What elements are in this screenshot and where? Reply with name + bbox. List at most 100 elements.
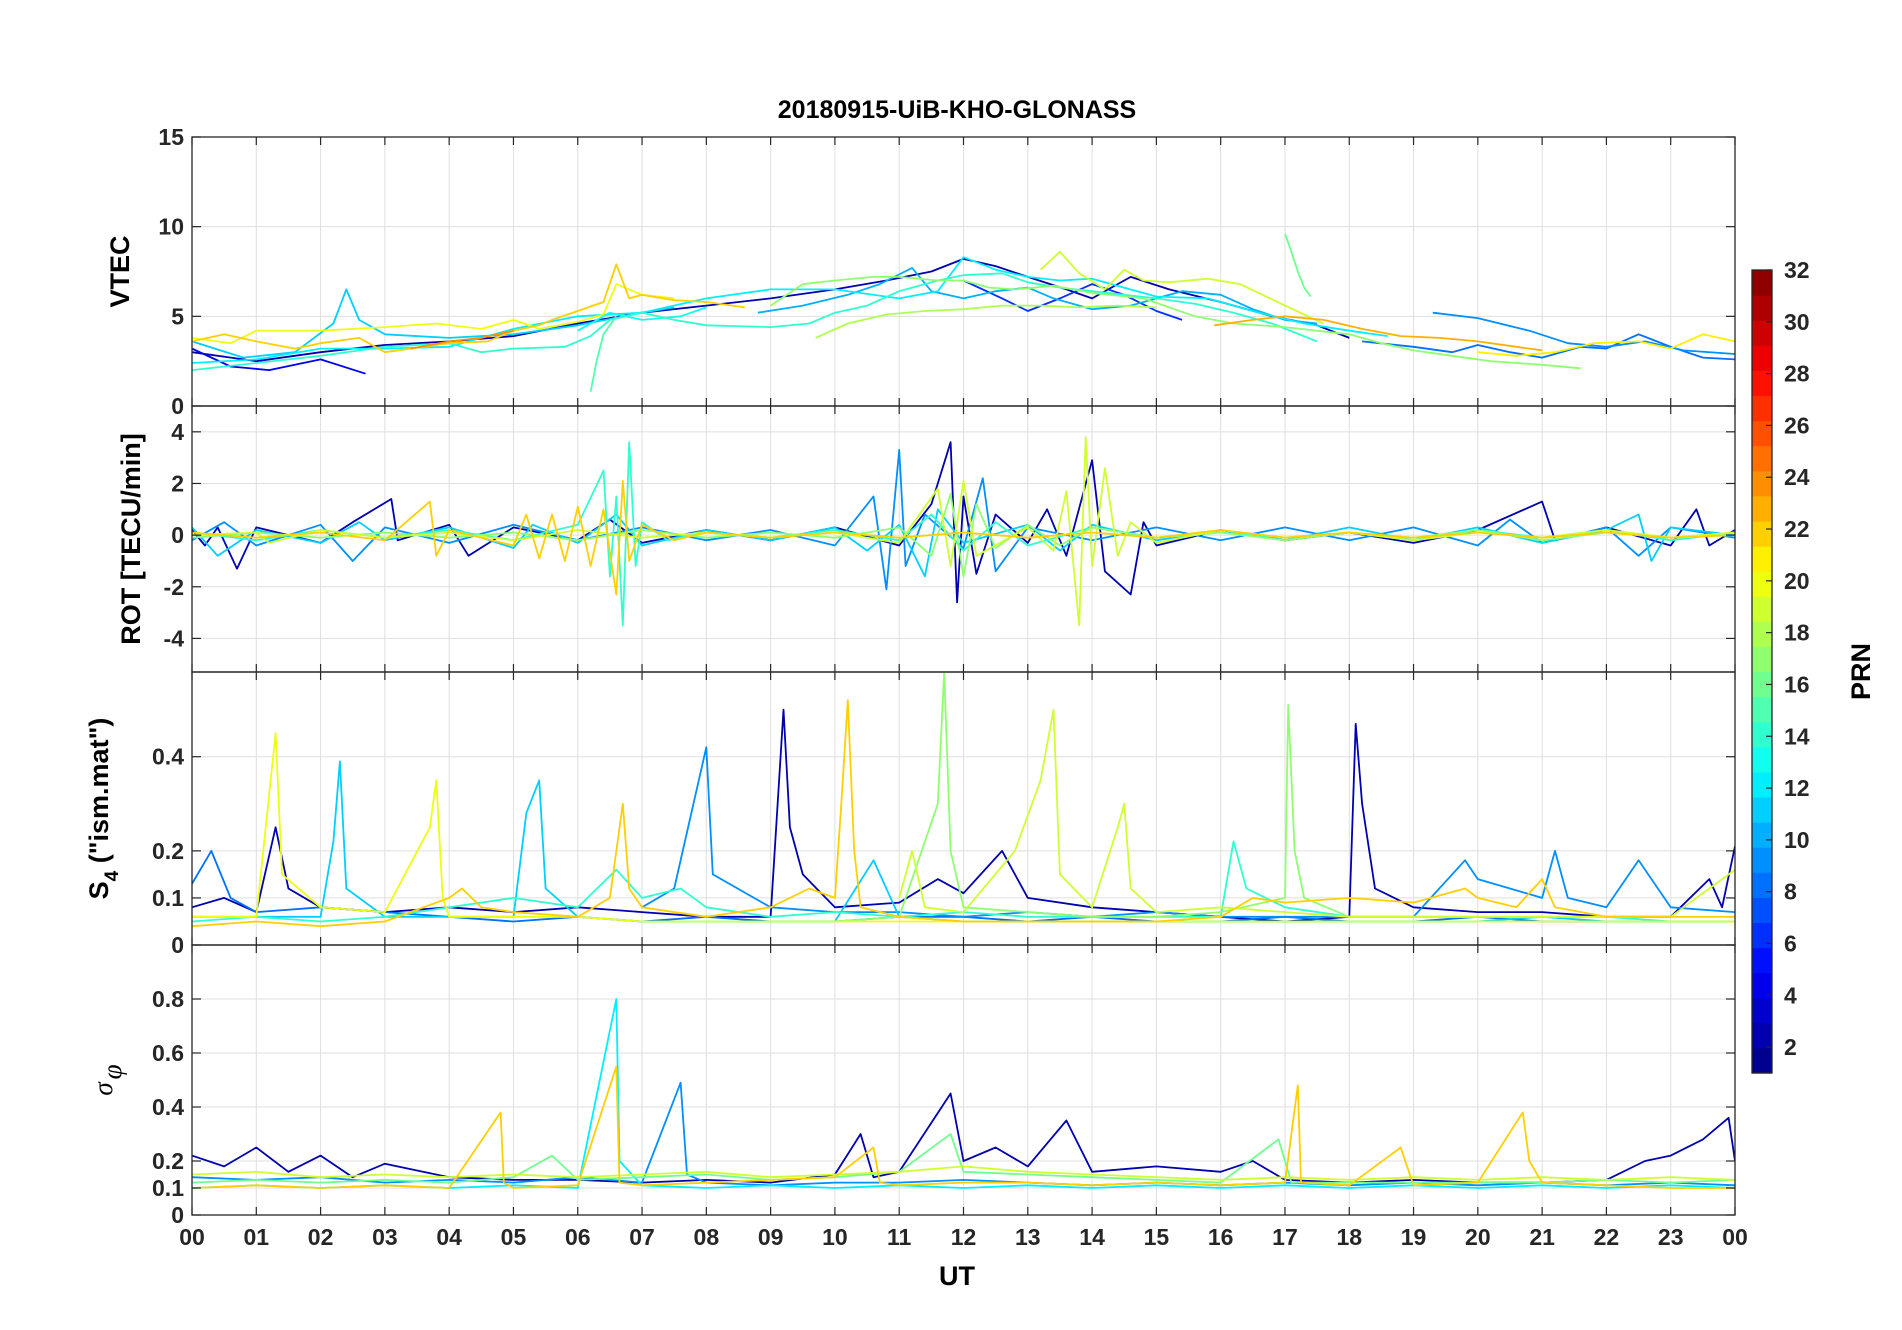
x-tick-label: 15	[1144, 1224, 1170, 1250]
chart-title: 20180915-UiB-KHO-GLONASS	[778, 96, 1136, 124]
x-axis-label: UT	[939, 1261, 975, 1291]
colorbar-segment	[1752, 495, 1772, 522]
y-tick-label: 0	[171, 522, 184, 548]
colorbar-segment	[1752, 546, 1772, 572]
colorbar-segment	[1752, 420, 1772, 447]
colorbar-segment	[1752, 646, 1772, 673]
series-line-prn-2	[192, 708, 1735, 923]
y-tick-label: -2	[164, 574, 184, 600]
colorbar-tick-label: 30	[1784, 309, 1810, 335]
colorbar-segment	[1752, 1022, 1772, 1049]
series-line-prn-10	[757, 267, 1318, 325]
series-line-prn-20	[192, 732, 1735, 923]
x-tick-label: 13	[1015, 1224, 1041, 1250]
y-tick-label: 0.4	[152, 744, 184, 770]
colorbar-segment	[1752, 746, 1772, 773]
y-tick-label: 0.6	[152, 1040, 184, 1066]
x-tick-label: 12	[951, 1224, 977, 1250]
series-line-prn-23	[1214, 315, 1543, 352]
series-line-prn-22	[192, 480, 1735, 596]
x-tick-label: 22	[1594, 1224, 1620, 1250]
series-line-prn-16	[192, 1133, 1735, 1184]
colorbar-segment	[1752, 796, 1772, 823]
x-tick-label: 05	[501, 1224, 527, 1250]
grid	[192, 137, 1735, 406]
series-line-prn-12	[192, 256, 1388, 364]
x-tick-label: 04	[436, 1224, 462, 1250]
series-line-prn-19	[898, 708, 1735, 918]
series-line-prn-19	[1039, 250, 1324, 325]
panel-rot: -4 -2 0 2 4 ROT [TECU/min]	[116, 405, 1736, 673]
y-tick-label: 0.4	[152, 1094, 184, 1120]
panel-vtec: 0 5 10 15 VTEC	[105, 124, 1736, 419]
series-line-prn-9	[192, 449, 1735, 591]
x-tick-label: 10	[822, 1224, 848, 1250]
series-line-prn-24	[410, 329, 514, 350]
colorbar-segment	[1752, 621, 1772, 648]
y-tick-label: 4	[171, 419, 184, 445]
colorbar-tick-label: 26	[1784, 412, 1810, 438]
colorbar-tick-label: 6	[1784, 930, 1797, 956]
x-tick-label: 23	[1658, 1224, 1684, 1250]
y-axis-label: σφ	[88, 1064, 127, 1095]
traces	[192, 436, 1735, 627]
y-tick-label: 0.1	[152, 885, 184, 911]
y-axis-label: S4 ("ism.mat")	[84, 718, 123, 900]
colorbar-tick-label: 14	[1784, 723, 1810, 749]
grid	[192, 945, 1735, 1215]
panel-sigma_phi: 00.10.2 0.4 0.6 0.8 σφ	[88, 944, 1736, 1228]
colorbar-segment	[1752, 295, 1772, 321]
x-tick-label: 09	[758, 1224, 784, 1250]
colorbar-tick-label: 28	[1784, 361, 1810, 387]
x-tick-label: 18	[1336, 1224, 1362, 1250]
traces	[192, 672, 1735, 928]
series-line-prn-8	[1362, 333, 1735, 361]
colorbar-tick-label: 18	[1784, 620, 1810, 646]
colorbar-segment	[1752, 445, 1772, 472]
series-line-prn-6	[963, 279, 1183, 321]
colorbar-label: PRN	[1846, 643, 1876, 700]
y-tick-label: 2	[171, 470, 184, 496]
x-tick-label: 16	[1208, 1224, 1234, 1250]
x-tick-label: 14	[1079, 1224, 1105, 1250]
series-line-prn-22	[192, 699, 1735, 928]
series-line-prn-4	[192, 347, 366, 375]
x-tick-label: 03	[372, 1224, 398, 1250]
colorbar-segment	[1752, 872, 1772, 898]
colorbar-tick-label: 20	[1784, 568, 1810, 594]
colorbar-segment	[1752, 1047, 1772, 1074]
colorbar-segment	[1752, 847, 1772, 873]
x-axis: 00 01 02 03 04 05 06 07 08 09 10 11 12 13 14 15 16 17 18 19…	[179, 1224, 1748, 1250]
x-tick-label: 21	[1529, 1224, 1555, 1250]
x-tick-label: 02	[308, 1224, 334, 1250]
x-tick-label: 06	[565, 1224, 591, 1250]
series-line-prn-21	[1477, 333, 1735, 357]
x-tick-label: 07	[629, 1224, 655, 1250]
colorbar-segment	[1752, 922, 1772, 949]
y-tick-label: 10	[158, 214, 184, 240]
colorbar-segment	[1752, 947, 1772, 974]
y-tick-label: 0.8	[152, 986, 184, 1012]
y-tick-label: 0.2	[152, 838, 184, 864]
colorbar-segment	[1752, 370, 1772, 397]
colorbar-tick-label: 2	[1784, 1034, 1797, 1060]
y-tick-label: 0.1	[152, 1175, 184, 1201]
series-line-prn-9	[641, 746, 1735, 918]
panel-s4: 0 0.1 0.2 0.4 S4 ("ism.mat")	[84, 671, 1736, 958]
colorbar-segment	[1752, 721, 1772, 748]
colorbar-tick-label: 12	[1784, 775, 1810, 801]
colorbar-segment	[1752, 997, 1772, 1024]
colorbar-segment	[1752, 822, 1772, 848]
series-line-prn-15	[589, 315, 618, 392]
x-tick-label: 00	[179, 1224, 205, 1250]
traces	[192, 998, 1735, 1189]
colorbar-segment	[1752, 972, 1772, 999]
colorbar-segment	[1752, 671, 1772, 698]
colorbar-tick-label: 10	[1784, 827, 1810, 853]
x-tick-label: 11	[887, 1224, 912, 1250]
y-tick-label: 15	[158, 124, 184, 150]
y-tick-label: 5	[171, 303, 184, 329]
